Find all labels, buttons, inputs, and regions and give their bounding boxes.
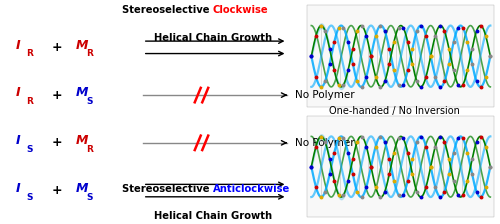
Text: +: + [52,184,62,197]
Text: R: R [86,145,94,154]
Text: Clockwise: Clockwise [212,5,268,15]
Text: M: M [76,134,88,147]
Text: One-handed / No Inversion: One-handed / No Inversion [329,106,460,116]
Text: S: S [26,145,33,154]
Text: Stereoselective: Stereoselective [122,5,212,15]
Text: R: R [26,50,34,58]
Bar [308,116,494,217]
Text: S: S [86,193,93,202]
Bar [308,5,494,107]
Text: Anticlockwise: Anticlockwise [212,184,290,194]
Text: S: S [86,97,93,106]
Text: M: M [76,182,88,195]
Text: I: I [16,134,20,147]
Text: S: S [26,193,33,202]
Text: R: R [86,50,94,58]
Text: I: I [16,39,20,52]
Text: No Polymer: No Polymer [295,90,354,100]
Text: No Polymer: No Polymer [295,138,354,148]
Text: I: I [16,86,20,99]
Text: R: R [26,97,34,106]
Text: +: + [52,88,62,102]
Text: Helical Chain Growth: Helical Chain Growth [154,33,272,43]
Text: Stereoselective: Stereoselective [122,184,212,194]
Text: M: M [76,39,88,52]
Text: I: I [16,182,20,195]
Text: +: + [52,136,62,149]
Text: +: + [52,41,62,54]
Text: Helical Chain Growth: Helical Chain Growth [154,211,272,221]
Text: M: M [76,86,88,99]
